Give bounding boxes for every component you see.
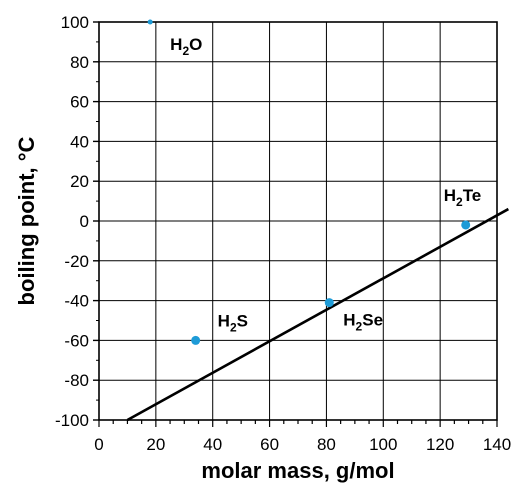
x-tick-label: 20 [146,435,165,454]
data-points [147,19,471,345]
y-tick-label: -80 [64,371,89,390]
point-labels: H2O H2S H2Se H2Te [170,35,481,334]
y-tick-label: 60 [70,93,89,112]
y-tick-label: 0 [80,212,89,231]
plot-frame [98,21,498,421]
data-label: H2O [170,35,202,58]
data-label: H2Se [343,311,383,334]
x-tick-label: 100 [369,435,397,454]
data-point [191,335,201,345]
y-axis-title: boiling point, °C [14,136,39,305]
y-tick-label: -20 [64,252,89,271]
x-tick-label: 60 [260,435,279,454]
tick-labels: 0 20 40 60 80 100 120 140 100 80 60 40 20 0 -20 -40 -60 -… [55,13,511,454]
x-tick-label: 0 [94,435,103,454]
y-tick-label: -40 [64,292,89,311]
data-point [324,298,334,308]
x-tick-label: 120 [426,435,454,454]
x-axis-title: molar mass, g/mol [201,458,394,483]
grid [99,22,497,420]
y-tick-label: -100 [55,411,89,430]
data-label: H2S [218,311,248,334]
y-tick-label: 20 [70,172,89,191]
y-tick-label: 100 [61,13,89,32]
x-tick-label: 40 [203,435,222,454]
ticks [93,21,498,427]
y-tick-label: 80 [70,53,89,72]
y-tick-label: -60 [64,331,89,350]
x-tick-label: 80 [317,435,336,454]
data-point [461,220,471,230]
data-point [147,19,153,25]
trendline [126,207,510,422]
data-label: H2Te [444,186,482,209]
y-tick-label: 40 [70,132,89,151]
x-tick-label: 140 [483,435,511,454]
